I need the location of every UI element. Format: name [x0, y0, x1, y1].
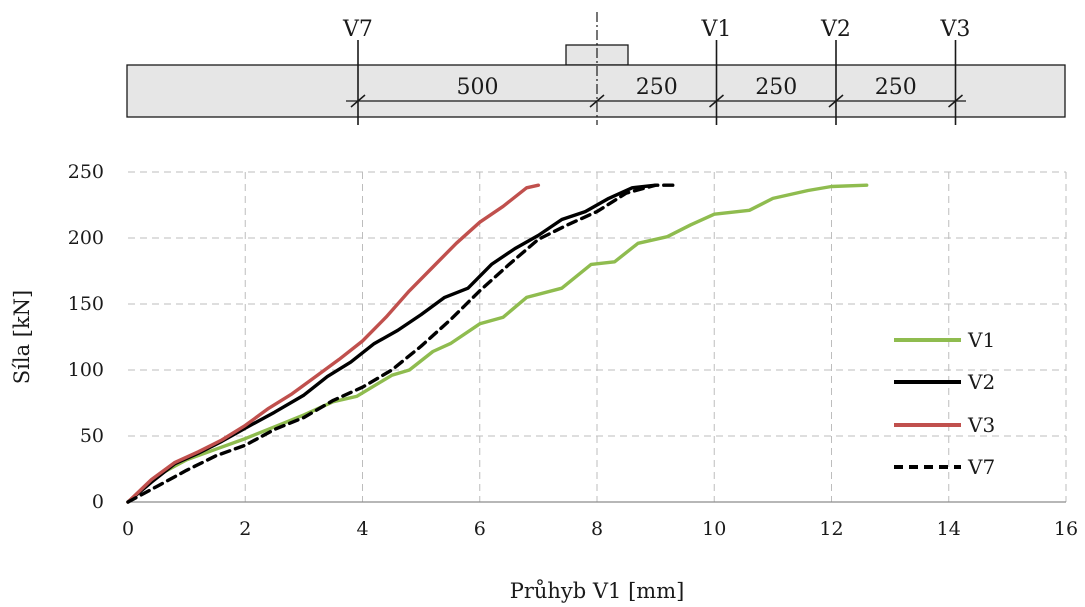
legend-item-v3: V3 [894, 413, 995, 437]
legend-item-v7: V7 [894, 455, 995, 479]
x-tick-label-14: 14 [937, 518, 961, 540]
legend-item-v2: V2 [894, 370, 995, 394]
x-tick-label-8: 8 [591, 518, 603, 540]
x-tick-label-6: 6 [474, 518, 486, 540]
series-line-v2 [126, 183, 658, 504]
sensor-label-v2: V2 [820, 17, 851, 42]
beam-diagram: V7 V1 V2 V3 500 250 250 250 [126, 12, 1066, 125]
x-tick-label-4: 4 [356, 518, 368, 540]
y-tick-label-250: 250 [68, 161, 104, 183]
y-tick-label-150: 150 [68, 293, 104, 315]
y-axis-title: Síla [kN] [10, 290, 34, 385]
dimension-tick-4 [948, 94, 963, 108]
y-tick-label-200: 200 [68, 227, 104, 249]
grid [128, 171, 1067, 502]
series-line-v7 [126, 183, 675, 504]
x-tick-label-2: 2 [239, 518, 251, 540]
y-tick-label-100: 100 [68, 359, 104, 381]
legend-label-v7: V7 [967, 455, 995, 479]
dimension-tick-2 [709, 94, 724, 108]
x-tick-label-10: 10 [702, 518, 726, 540]
x-tick-label-12: 12 [819, 518, 843, 540]
dimension-label-0: 500 [457, 75, 499, 100]
sensor-label-v3: V3 [940, 17, 971, 42]
legend-label-v1: V1 [967, 328, 995, 352]
legend: V1 V2 V3 V7 [894, 328, 995, 479]
legend-label-v3: V3 [967, 413, 995, 437]
dimension-tick-1 [589, 94, 605, 108]
x-tick-label-0: 0 [122, 518, 134, 540]
legend-label-v2: V2 [967, 370, 995, 394]
dimension-tick-3 [828, 94, 844, 108]
dimension-label-2: 250 [755, 75, 797, 100]
chart: 0 2 4 6 8 10 12 14 16 0 50 100 150 200 250 Průhyb V1 … [10, 161, 1078, 603]
series-line-v1 [126, 183, 869, 504]
beam-body [126, 64, 1066, 118]
dimension-label-1: 250 [636, 75, 678, 100]
legend-item-v1: V1 [894, 328, 995, 352]
x-axis-title: Průhyb V1 [mm] [510, 579, 685, 603]
y-tick-label-0: 0 [92, 491, 104, 513]
dimension-tick-0 [350, 94, 366, 108]
sensor-label-v1: V1 [701, 17, 732, 42]
series-line-v3 [126, 183, 541, 504]
dimension-label-3: 250 [875, 75, 917, 100]
sensor-label-v7: V7 [342, 17, 373, 42]
x-tick-label-16: 16 [1054, 518, 1078, 540]
y-tick-label-50: 50 [80, 425, 104, 447]
